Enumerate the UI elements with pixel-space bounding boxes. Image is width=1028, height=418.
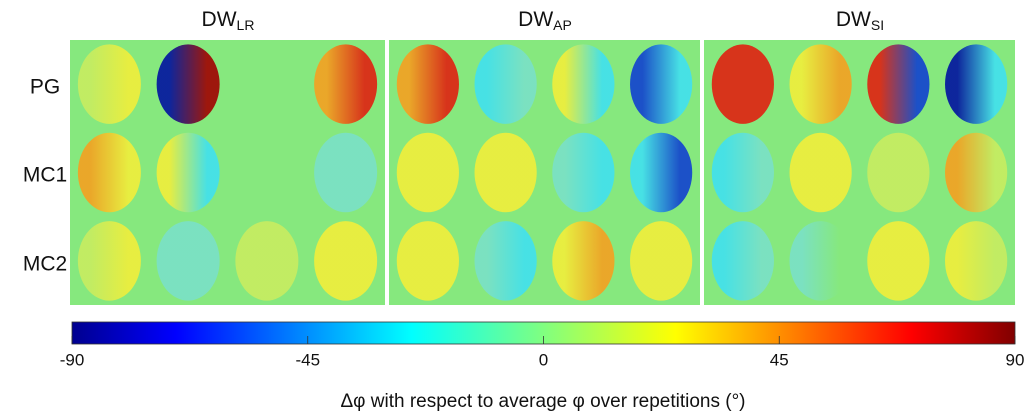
brain-image [630,44,693,124]
title-main: DW [202,8,237,31]
image-panels [70,40,1015,305]
brain-image [235,132,299,213]
column-title: DWAP [518,8,572,33]
brain-image [314,132,378,213]
brain-image [630,132,693,213]
row-label: MC1 [23,164,67,187]
brain-image [711,132,774,213]
brain-image [77,44,141,124]
title-sub: SI [871,17,884,33]
brain-image [630,221,693,301]
brain-image [474,221,537,301]
brain-image [396,132,459,213]
brain-image [474,132,537,213]
brain-image [474,44,537,124]
brain-image [789,44,852,124]
tick-label: 0 [539,350,548,369]
brain-image [945,44,1008,124]
col-titles: DWLR DWAP DWSI [202,8,885,33]
brain-image [396,221,459,301]
colorbar-label: Δφ with respect to average φ over repeti… [340,391,745,412]
brain-image [711,221,774,301]
title-main: DW [518,8,553,31]
tick-label: 90 [1006,350,1025,369]
row-label: MC2 [23,253,67,276]
brain-image [789,132,852,213]
tick-label: 45 [770,350,789,369]
brain-image [552,44,615,124]
colorbar-ticks: -90 -45 0 45 90 [60,336,1025,369]
brain-image [552,221,615,301]
brain-image [314,44,378,124]
brain-image [711,44,774,124]
brain-image [235,44,299,124]
title-main: DW [836,8,871,31]
brain-image [314,221,378,301]
brain-image [396,44,459,124]
brain-image [77,132,141,213]
tick-label: -90 [60,350,85,369]
brain-image [867,221,930,301]
tick-label: -45 [295,350,320,369]
brain-image [945,132,1008,213]
title-sub: AP [553,17,572,33]
brain-image [552,132,615,213]
column-title: DWSI [836,8,884,33]
title-sub: LR [237,17,255,33]
brain-image [235,221,299,301]
column-title: DWLR [202,8,255,33]
brain-image [867,44,930,124]
brain-image [156,132,220,213]
brain-image [867,132,930,213]
brain-image [156,221,220,301]
brain-image [945,221,1008,301]
brain-image [156,44,220,124]
row-label: PG [30,76,60,99]
brain-image [789,221,852,301]
brain-image [77,221,141,301]
